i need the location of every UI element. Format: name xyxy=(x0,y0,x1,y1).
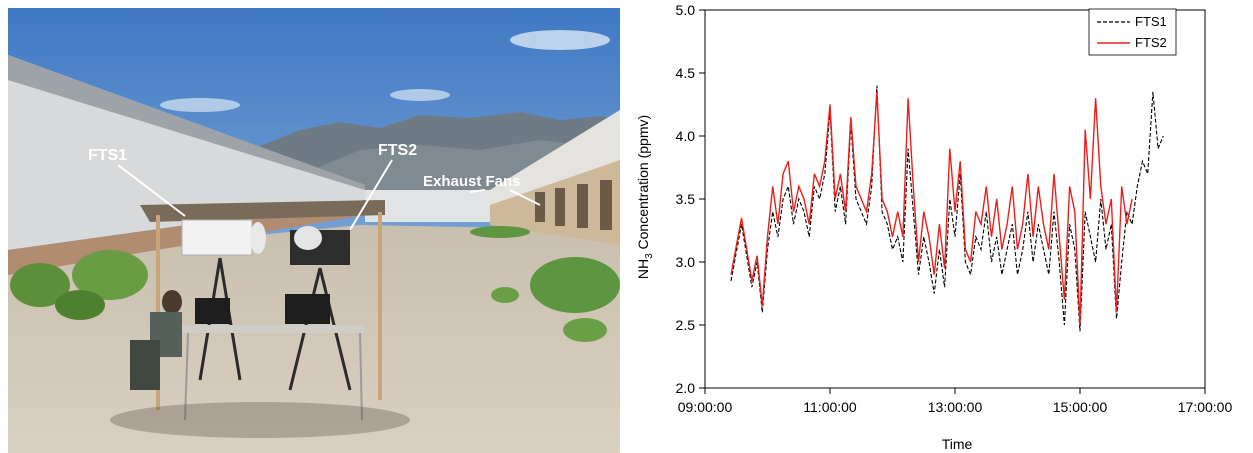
y-tick-label: 4.5 xyxy=(676,65,696,81)
x-tick-label: 15:00:00 xyxy=(1053,399,1108,415)
fts2-photo-label: FTS2 xyxy=(378,142,417,159)
y-tick-label: 3.5 xyxy=(676,191,696,207)
legend-fts2-label: FTS2 xyxy=(1135,35,1167,50)
exhaust-fans-photo-label: Exhaust Fans xyxy=(423,173,521,190)
nh3-chart: 2.0 2.5 3.0 3.5 4.0 4.5 5.0 09:00:00 11:00:00 13… xyxy=(635,2,1233,452)
y-tick-label: 2.5 xyxy=(676,317,696,333)
y-axis-label-suffix: Concentration (ppmv) xyxy=(635,115,651,254)
x-tick-label: 11:00:00 xyxy=(803,399,857,415)
y-axis-label: NH3 Concentration (ppmv) xyxy=(635,115,655,279)
x-tick-label: 17:00:00 xyxy=(1178,399,1233,415)
y-tick-label: 5.0 xyxy=(676,2,696,18)
x-tick-label: 09:00:00 xyxy=(678,399,733,415)
field-photo: FTS1 FTS2 Exhaust Fans xyxy=(8,8,620,453)
y-axis-label-prefix: NH xyxy=(635,259,651,279)
y-axis-ticks: 2.0 2.5 3.0 3.5 4.0 4.5 5.0 xyxy=(676,2,705,396)
series-line-fts1 xyxy=(730,85,1164,332)
x-axis-ticks: 09:00:00 11:00:00 13:00:00 15:00:00 17:00:00 xyxy=(678,388,1233,415)
y-tick-label: 4.0 xyxy=(676,128,696,144)
y-tick-label: 3.0 xyxy=(676,254,696,270)
x-axis-label: Time xyxy=(942,436,973,452)
legend-fts1-label: FTS1 xyxy=(1135,14,1167,29)
legend-box xyxy=(1088,8,1177,56)
y-tick-label: 2.0 xyxy=(676,380,696,396)
series-layer xyxy=(730,85,1164,332)
y-axis-label-subscript: 3 xyxy=(644,253,655,259)
fts1-photo-label: FTS1 xyxy=(88,147,127,164)
legend: FTS1 FTS2 xyxy=(1088,8,1177,56)
x-tick-label: 13:00:00 xyxy=(928,399,983,415)
series-line-fts2 xyxy=(730,91,1133,326)
